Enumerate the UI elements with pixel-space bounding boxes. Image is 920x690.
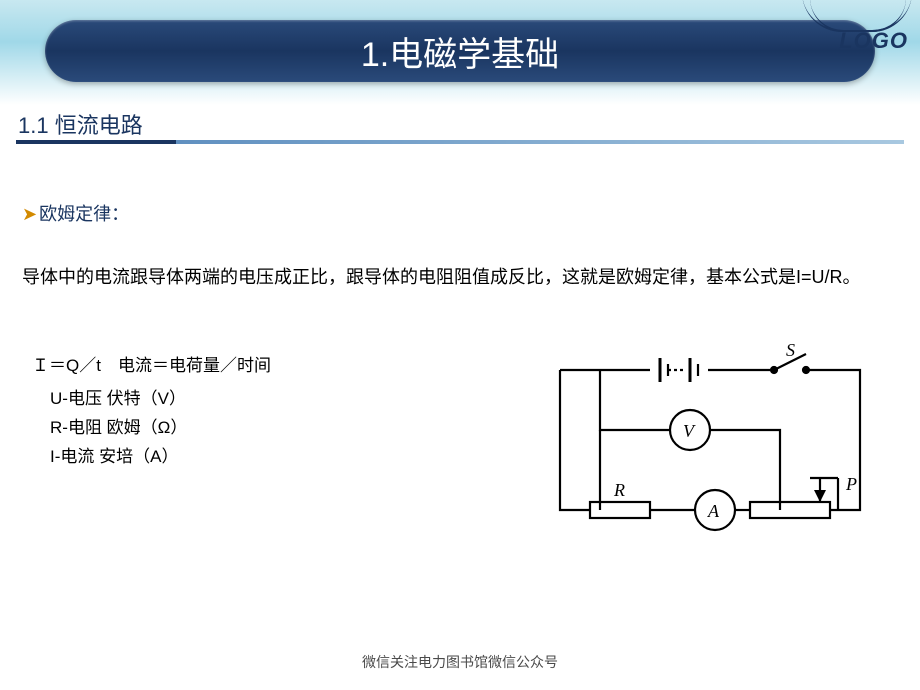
formula-block: Ｉ＝Q／t 电流＝电荷量／时间 U-电压 伏特（V） R-电阻 欧姆（Ω） I-… — [32, 352, 271, 472]
bullet-arrow-icon: ➤ — [22, 204, 37, 224]
circuit-label-voltmeter: V — [683, 421, 696, 441]
circuit-diagram: S V A R P — [530, 340, 890, 540]
logo-corner: LOGO — [800, 0, 920, 60]
section-heading: ➤欧姆定律： — [22, 200, 129, 226]
circuit-label-resistor: R — [613, 480, 625, 500]
circuit-label-switch: S — [786, 340, 795, 360]
circuit-label-rheostat: P — [845, 474, 857, 494]
formula-line-3: R-电阻 欧姆（Ω） — [50, 414, 271, 443]
footer-text: 微信关注电力图书馆微信公众号 — [0, 652, 920, 672]
slide-title: 1.电磁学基础 — [361, 27, 559, 76]
subtitle-underline — [16, 140, 904, 144]
formula-line-4: I-电流 安培（A） — [50, 443, 271, 472]
subtitle: 1.1 恒流电路 — [18, 108, 143, 140]
section-heading-text: 欧姆定律： — [39, 204, 129, 224]
logo-text: LOGO — [839, 28, 908, 54]
formula-line-1: Ｉ＝Q／t 电流＝电荷量／时间 — [32, 352, 271, 381]
body-paragraph: 导体中的电流跟导体两端的电压成正比，跟导体的电阻阻值成反比，这就是欧姆定律，基本… — [22, 258, 898, 298]
formula-line-2: U-电压 伏特（V） — [50, 385, 271, 414]
title-bar: 1.电磁学基础 — [45, 20, 875, 82]
circuit-label-ammeter: A — [707, 501, 720, 521]
